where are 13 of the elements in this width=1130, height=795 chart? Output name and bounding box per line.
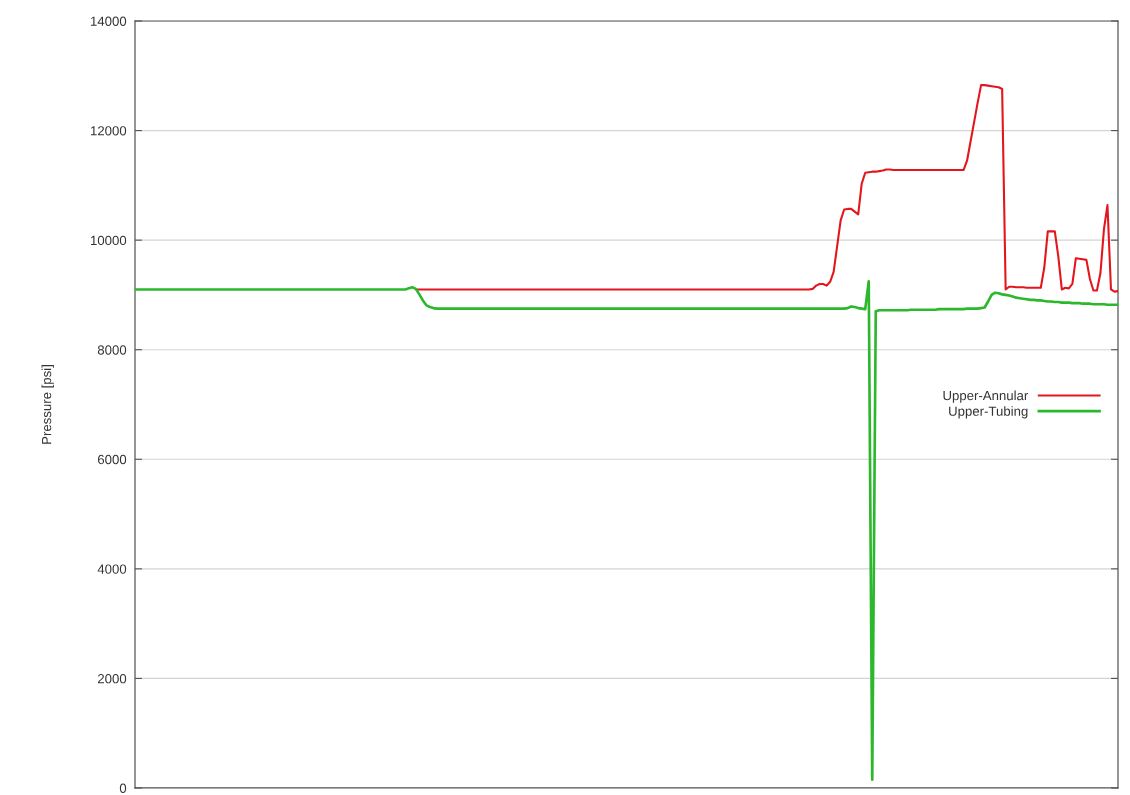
line-series (135, 279, 1118, 782)
y-axis-title: Pressure [psi] (41, 365, 54, 444)
y-tick-label: 6000 (97, 454, 127, 465)
legend-label: Upper-Tubing (949, 406, 1028, 419)
legend-label: Upper-Annular (943, 390, 1029, 403)
y-tick-label: 4000 (97, 564, 127, 574)
y-tick-label: 10000 (90, 235, 127, 246)
y-tick-label: 0 (119, 783, 127, 793)
y-tick-label: 2000 (97, 674, 127, 684)
y-tick-label: 14000 (90, 16, 127, 26)
y-tick-label: 12000 (90, 126, 127, 136)
line-series (414, 84, 1118, 293)
y-tick-label: 8000 (97, 345, 127, 355)
